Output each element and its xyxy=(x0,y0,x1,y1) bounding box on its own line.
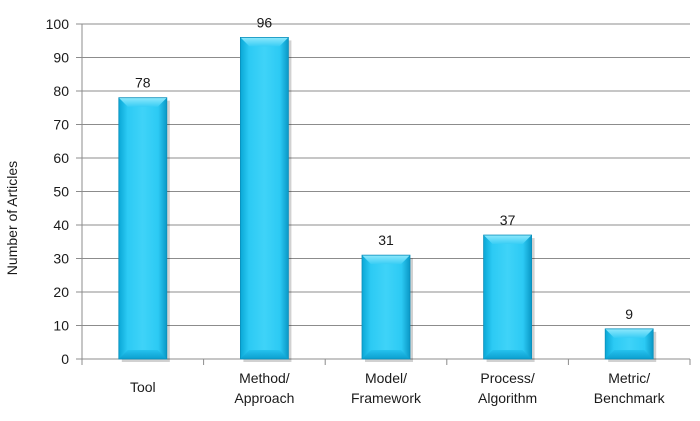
bar-body xyxy=(118,97,167,359)
bar-top-bevel xyxy=(240,37,289,47)
bar xyxy=(118,97,170,362)
y-tick-label: 50 xyxy=(53,184,69,200)
y-tick-label: 100 xyxy=(46,16,70,32)
bar-bottom-bevel xyxy=(240,350,289,359)
x-tick-label: Process/Algorithm xyxy=(478,370,537,406)
x-tick-label: Model/Framework xyxy=(351,370,422,406)
bar-bottom-bevel xyxy=(362,350,410,359)
y-tick-label: 60 xyxy=(53,150,69,166)
bar-bottom-bevel xyxy=(118,350,167,359)
data-label: 96 xyxy=(257,14,273,30)
bar-outline xyxy=(118,97,168,360)
bar-top-bevel xyxy=(118,97,167,107)
y-tick-label: 10 xyxy=(53,318,69,334)
bar-bottom-bevel xyxy=(605,350,654,359)
bar-body xyxy=(240,37,289,360)
x-tick-label: Tool xyxy=(130,379,156,395)
bar-body xyxy=(362,255,410,359)
labels: 78 Tool 96 Method/Approach 31 Model/Framework… xyxy=(130,14,666,406)
y-tick-label: 20 xyxy=(53,284,69,300)
axes: 0 10 20 30 40 50 60 70 80 90 100 xyxy=(46,16,691,367)
bar xyxy=(483,234,535,362)
bar-body xyxy=(483,235,532,359)
y-tick-label: 30 xyxy=(53,251,69,267)
data-label: 78 xyxy=(135,75,151,91)
data-label: 37 xyxy=(500,212,516,228)
bar-outline xyxy=(239,37,289,360)
y-tick-label: 70 xyxy=(53,117,69,133)
data-label: 9 xyxy=(625,306,633,322)
bar-top-bevel xyxy=(483,235,532,245)
gridlines xyxy=(82,23,690,326)
bar-bottom-bevel xyxy=(483,350,532,359)
bar xyxy=(361,254,413,362)
bar xyxy=(239,37,292,363)
x-tick-label: Method/Approach xyxy=(234,370,294,406)
bar-outline xyxy=(483,234,533,360)
bar xyxy=(604,328,657,362)
bar-outline xyxy=(361,254,411,360)
bar-outline xyxy=(604,328,654,360)
y-tick-label: 40 xyxy=(53,217,69,233)
y-tick-label: 0 xyxy=(61,351,69,367)
y-tick-label: 90 xyxy=(53,50,69,66)
data-label: 31 xyxy=(378,232,394,248)
bar-top-bevel xyxy=(605,328,654,338)
y-tick-label: 80 xyxy=(53,83,69,99)
bar-top-bevel xyxy=(362,255,410,265)
y-axis-label: Number of Articles xyxy=(4,161,20,275)
bars xyxy=(118,37,657,363)
x-tick-label: Metric/Benchmark xyxy=(594,370,666,406)
